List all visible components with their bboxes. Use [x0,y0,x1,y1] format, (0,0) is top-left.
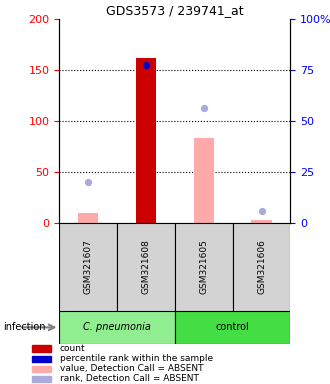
FancyBboxPatch shape [175,311,290,344]
Text: value, Detection Call = ABSENT: value, Detection Call = ABSENT [60,364,203,373]
Point [85,179,91,185]
Text: rank, Detection Call = ABSENT: rank, Detection Call = ABSENT [60,374,199,384]
Point [143,62,148,68]
Bar [251,220,272,223]
Text: percentile rank within the sample: percentile rank within the sample [60,354,213,363]
Bar [32,356,51,362]
FancyBboxPatch shape [175,223,233,311]
Bar [32,346,51,352]
FancyBboxPatch shape [59,223,117,311]
Bar [136,58,156,223]
Text: control: control [216,322,249,333]
Text: infection: infection [3,322,46,333]
Text: count: count [60,344,85,353]
Bar [32,366,51,372]
Title: GDS3573 / 239741_at: GDS3573 / 239741_at [106,3,244,17]
FancyBboxPatch shape [59,311,175,344]
Text: GSM321605: GSM321605 [199,240,208,294]
Point [259,207,264,214]
Bar [32,376,51,382]
FancyBboxPatch shape [233,223,290,311]
Point [201,105,207,111]
Text: C. pneumonia: C. pneumonia [83,322,151,333]
Bar [78,213,98,223]
FancyBboxPatch shape [117,223,175,311]
Text: GSM321606: GSM321606 [257,240,266,294]
Text: GSM321608: GSM321608 [142,240,150,294]
Text: GSM321607: GSM321607 [84,240,93,294]
Bar [194,138,214,223]
